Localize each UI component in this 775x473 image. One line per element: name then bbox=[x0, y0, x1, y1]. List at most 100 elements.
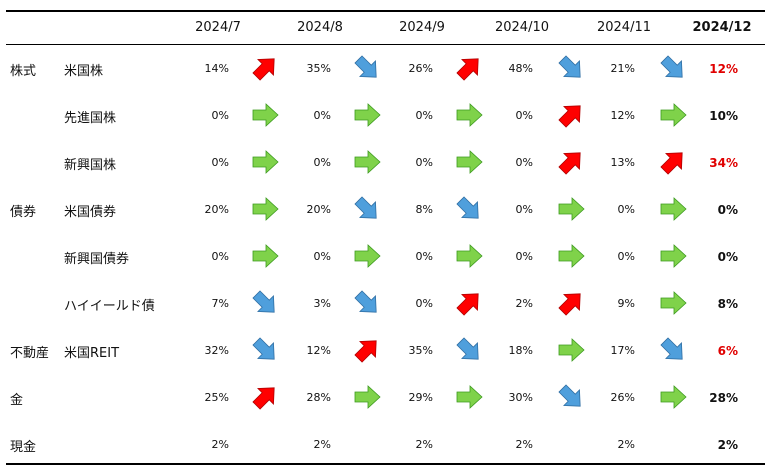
allocation-value: 0% bbox=[515, 250, 533, 263]
column-header-2024-12: 2024/12 bbox=[692, 20, 752, 35]
trend-up-arrow-icon bbox=[556, 288, 586, 318]
trend-flat-arrow-icon bbox=[352, 382, 382, 412]
allocation-value: 0% bbox=[211, 109, 229, 122]
final-allocation-value: 28% bbox=[709, 391, 738, 405]
trend-down-arrow-icon bbox=[658, 53, 688, 83]
trend-up-arrow-icon bbox=[454, 53, 484, 83]
allocation-value: 0% bbox=[515, 203, 533, 216]
trend-flat-arrow-icon bbox=[454, 100, 484, 130]
trend-flat-arrow-icon bbox=[658, 382, 688, 412]
final-allocation-value: 34% bbox=[709, 156, 738, 170]
allocation-value: 2% bbox=[617, 438, 635, 451]
allocation-value: 0% bbox=[313, 156, 331, 169]
trend-down-arrow-icon bbox=[250, 288, 280, 318]
allocation-value: 0% bbox=[415, 109, 433, 122]
allocation-value: 17% bbox=[610, 344, 635, 357]
trend-flat-arrow-icon bbox=[556, 335, 586, 365]
allocation-value: 0% bbox=[415, 297, 433, 310]
allocation-value: 8% bbox=[415, 203, 433, 216]
row-group-label: 債券 bbox=[10, 205, 37, 220]
allocation-value: 0% bbox=[515, 156, 533, 169]
allocation-value: 26% bbox=[610, 391, 635, 404]
final-allocation-value: 2% bbox=[717, 438, 738, 452]
allocation-value: 25% bbox=[204, 391, 229, 404]
allocation-value: 32% bbox=[204, 344, 229, 357]
column-header-2024-9: 2024/9 bbox=[399, 20, 445, 35]
row-asset-name: 米国株 bbox=[64, 64, 104, 79]
allocation-value: 2% bbox=[515, 297, 533, 310]
trend-down-arrow-icon bbox=[556, 382, 586, 412]
column-header-2024-11: 2024/11 bbox=[596, 20, 651, 35]
column-header-2024-8: 2024/8 bbox=[297, 20, 343, 35]
trend-flat-arrow-icon bbox=[658, 288, 688, 318]
trend-flat-arrow-icon bbox=[250, 241, 280, 271]
allocation-value: 18% bbox=[508, 344, 533, 357]
trend-up-arrow-icon bbox=[250, 53, 280, 83]
allocation-value: 48% bbox=[508, 62, 533, 75]
trend-up-arrow-icon bbox=[556, 100, 586, 130]
row-group-label: 株式 bbox=[10, 64, 37, 79]
row-asset-name: 新興国株 bbox=[64, 158, 117, 173]
trend-up-arrow-icon bbox=[658, 147, 688, 177]
trend-up-arrow-icon bbox=[250, 382, 280, 412]
trend-flat-arrow-icon bbox=[454, 147, 484, 177]
row-asset-name: 米国債券 bbox=[64, 205, 117, 220]
allocation-value: 26% bbox=[408, 62, 433, 75]
trend-down-arrow-icon bbox=[454, 194, 484, 224]
allocation-value: 3% bbox=[313, 297, 331, 310]
allocation-value: 21% bbox=[610, 62, 635, 75]
trend-flat-arrow-icon bbox=[556, 241, 586, 271]
allocation-value: 13% bbox=[610, 156, 635, 169]
final-allocation-value: 0% bbox=[717, 250, 738, 264]
final-allocation-value: 0% bbox=[717, 203, 738, 217]
trend-down-arrow-icon bbox=[454, 335, 484, 365]
final-allocation-value: 8% bbox=[717, 297, 738, 311]
allocation-value: 35% bbox=[408, 344, 433, 357]
trend-down-arrow-icon bbox=[352, 194, 382, 224]
allocation-value: 30% bbox=[508, 391, 533, 404]
trend-flat-arrow-icon bbox=[454, 382, 484, 412]
allocation-value: 2% bbox=[515, 438, 533, 451]
allocation-value: 35% bbox=[306, 62, 331, 75]
allocation-value: 0% bbox=[211, 250, 229, 263]
allocation-value: 12% bbox=[610, 109, 635, 122]
row-asset-name: ハイイールド債 bbox=[64, 299, 155, 314]
row-asset-name: 新興国債券 bbox=[64, 252, 130, 267]
row-asset-name: 先進国株 bbox=[64, 111, 117, 126]
allocation-value: 7% bbox=[211, 297, 229, 310]
trend-flat-arrow-icon bbox=[250, 100, 280, 130]
allocation-value: 0% bbox=[415, 250, 433, 263]
trend-flat-arrow-icon bbox=[658, 194, 688, 224]
trend-flat-arrow-icon bbox=[352, 147, 382, 177]
allocation-value: 0% bbox=[617, 203, 635, 216]
allocation-value: 0% bbox=[313, 109, 331, 122]
row-group-label: 金 bbox=[10, 393, 24, 408]
allocation-value: 0% bbox=[211, 156, 229, 169]
row-asset-name: 米国REIT bbox=[64, 346, 120, 361]
trend-up-arrow-icon bbox=[454, 288, 484, 318]
trend-flat-arrow-icon bbox=[454, 241, 484, 271]
trend-flat-arrow-icon bbox=[250, 147, 280, 177]
final-allocation-value: 12% bbox=[709, 62, 738, 76]
trend-down-arrow-icon bbox=[556, 53, 586, 83]
column-header-2024-10: 2024/10 bbox=[494, 20, 549, 35]
trend-up-arrow-icon bbox=[352, 335, 382, 365]
allocation-value: 12% bbox=[306, 344, 331, 357]
trend-flat-arrow-icon bbox=[352, 100, 382, 130]
row-group-label: 現金 bbox=[10, 440, 37, 455]
allocation-value: 14% bbox=[204, 62, 229, 75]
allocation-value: 20% bbox=[306, 203, 331, 216]
trend-down-arrow-icon bbox=[658, 335, 688, 365]
trend-down-arrow-icon bbox=[352, 288, 382, 318]
allocation-value: 9% bbox=[617, 297, 635, 310]
row-group-label: 不動産 bbox=[10, 346, 50, 361]
final-allocation-value: 10% bbox=[709, 109, 738, 123]
trend-down-arrow-icon bbox=[250, 335, 280, 365]
trend-flat-arrow-icon bbox=[556, 194, 586, 224]
table-bottom-rule bbox=[6, 463, 765, 465]
trend-up-arrow-icon bbox=[556, 147, 586, 177]
table-header-rule bbox=[6, 44, 765, 45]
allocation-value: 0% bbox=[617, 250, 635, 263]
allocation-value: 20% bbox=[204, 203, 229, 216]
allocation-value: 2% bbox=[313, 438, 331, 451]
